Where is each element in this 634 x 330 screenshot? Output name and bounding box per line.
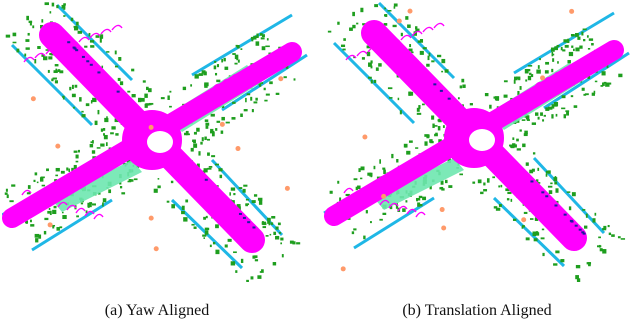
scan-arcs: [343, 22, 616, 218]
ego-vehicle-gap: [147, 131, 173, 153]
pole-points: [30, 76, 290, 252]
lidar-map-image-a: [2, 2, 308, 282]
ego-vehicle-gap: [469, 129, 495, 151]
lidar-map-image-b: [323, 1, 630, 282]
lidar-map-yaw-aligned: [2, 0, 312, 282]
caption-yaw-aligned: (a) Yaw Aligned: [104, 302, 210, 319]
caption-translation-aligned: (b) Translation Aligned: [402, 302, 552, 319]
pole-points: [340, 8, 575, 272]
car-points: [433, 83, 586, 235]
lidar-map-translation-aligned: [322, 0, 632, 282]
scan-arcs: [21, 24, 294, 220]
car-points: [67, 41, 256, 229]
